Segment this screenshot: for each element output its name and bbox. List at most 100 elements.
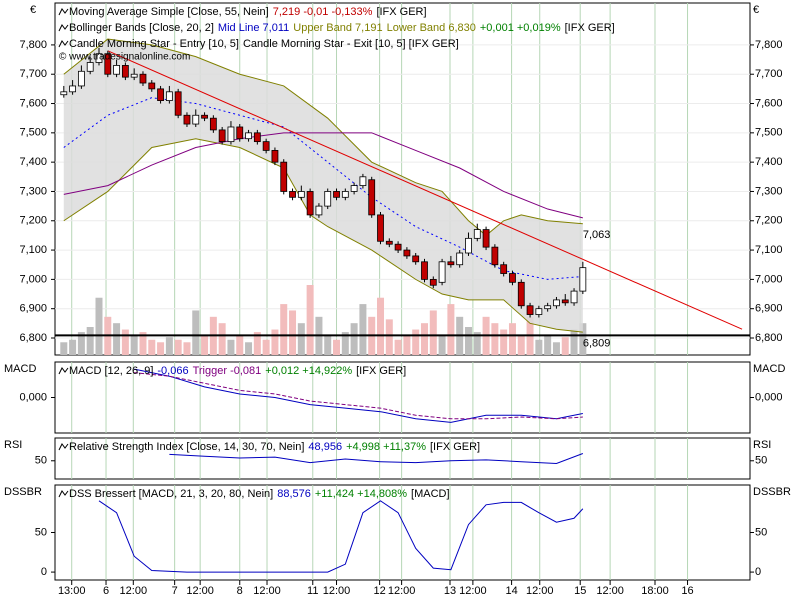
legend-text: [MACD] (411, 488, 450, 500)
volume-bar (412, 329, 420, 355)
volume-bar (429, 310, 437, 355)
y-tick-label: 7,800 (19, 39, 47, 51)
x-tick-label: 12:00 (596, 585, 624, 597)
legend-icon (58, 443, 69, 451)
series-line (63, 38, 583, 237)
candle-body (359, 176, 367, 186)
candle-body (394, 243, 402, 251)
legend-text: +0,012 +14,922% (265, 365, 352, 377)
volume-bar (253, 332, 261, 355)
candle-body (262, 141, 270, 151)
x-tick-label: 12:00 (120, 585, 148, 597)
x-tick-label: 11 (307, 585, 318, 597)
candle-body (121, 65, 129, 78)
volume-bar (350, 323, 358, 355)
panel-label: DSSBR (753, 486, 791, 498)
candle-body (104, 53, 112, 75)
volume-bar (500, 329, 508, 355)
legend-line: Bollinger Bands [Close, 20, 2] Mid Line 7… (69, 22, 615, 34)
x-tick-label: 13:00 (58, 585, 86, 597)
series-line (98, 500, 584, 573)
volume-bar (341, 332, 349, 355)
candle-body (491, 246, 499, 266)
volume-bar (491, 323, 499, 355)
legend-icon (58, 24, 69, 32)
candle-body (377, 214, 384, 242)
candle-body (535, 308, 543, 315)
candle-body (438, 261, 446, 283)
candle-body (236, 126, 244, 140)
volume-bar (438, 335, 446, 355)
candle-body (139, 73, 147, 84)
x-tick-label: 12:00 (253, 585, 281, 597)
candle-body (271, 150, 279, 163)
volume-bar (77, 332, 85, 355)
legend-text: Lower Band 6,830 (387, 22, 476, 34)
candle-body (297, 191, 305, 198)
panel-label: RSI (753, 439, 771, 451)
legend-text: [IFX GER] (376, 6, 426, 18)
volume-bar (245, 342, 253, 355)
y-tick-label: 6,800 (755, 332, 783, 344)
reference-label: 6,809 (583, 337, 611, 349)
y-tick-label: 50 (755, 455, 767, 467)
volume-bar (420, 323, 428, 355)
volume-bar (561, 337, 569, 355)
volume-bar (157, 342, 165, 355)
legend-text: Bollinger Bands [Close, 20, 2] (69, 22, 214, 34)
legend-text: [IFX GER] (565, 22, 615, 34)
legend-text: +11,424 +14,808% (315, 488, 407, 500)
legend-line: DSS Bressert [MACD, 21, 3, 20, 80, Nein]… (69, 488, 450, 500)
candle-body (86, 62, 94, 72)
volume-bar (236, 335, 244, 355)
y-tick-label: 7,500 (755, 127, 783, 139)
legend-text: 48,956 (308, 441, 342, 453)
candle-body (253, 132, 261, 143)
legend-icon (58, 40, 69, 48)
y-tick-label: 7,000 (755, 273, 783, 285)
volume-bar (324, 335, 332, 355)
volume-bar (517, 335, 525, 355)
volume-bar (544, 335, 552, 355)
candle-body (447, 261, 455, 266)
legend-text: Candle Morning Star - Exit [10, 5] [IFX … (243, 38, 459, 50)
x-tick-label: 12:00 (526, 585, 554, 597)
candle-body (209, 117, 217, 131)
candle-body (77, 70, 85, 87)
volume-bar (297, 323, 305, 355)
watermark: © www.tradesignalonline.com (59, 52, 190, 63)
y-tick-label: 7,100 (19, 244, 47, 256)
volume-bar (359, 304, 367, 355)
legend-line: MACD [12, 26, 9] -0,066 Trigger -0,081 +0,0… (69, 365, 406, 377)
series-line (63, 138, 583, 333)
candle-body (421, 261, 428, 280)
candle-body (165, 91, 173, 101)
candle-body (509, 273, 516, 283)
y-tick-label: 7,400 (19, 156, 47, 168)
x-tick-label: 12:00 (186, 585, 214, 597)
x-tick-label: 13 (444, 585, 456, 597)
y-tick-label: 7,200 (19, 215, 47, 227)
legend-line: Moving Average Simple [Close, 55, Nein] 7… (69, 6, 427, 18)
candle-body (553, 299, 560, 307)
candle-body (130, 73, 138, 78)
volume-bar (130, 335, 138, 355)
candle-body (315, 205, 323, 216)
legend-line: Candle Morning Star - Entry [10, 5] Candl… (69, 38, 459, 50)
y-tick-label: 7,600 (755, 97, 783, 109)
x-tick-label: 7 (172, 585, 178, 597)
volume-bar (280, 304, 288, 355)
volume-bar (333, 339, 341, 355)
volume-bar (403, 335, 411, 355)
panel-label: RSI (4, 439, 22, 451)
candle-body (350, 185, 358, 192)
legend-text: +0,001 +0,019% (480, 22, 561, 34)
panel-label: MACD (4, 363, 36, 375)
legend-text: 88,576 (277, 488, 311, 500)
y-tick-label: 7,100 (755, 244, 783, 256)
volume-bar (113, 323, 121, 355)
volume-bar (69, 339, 77, 355)
series-line (63, 132, 583, 219)
candle-body (306, 191, 314, 216)
volume-bar (385, 319, 393, 355)
